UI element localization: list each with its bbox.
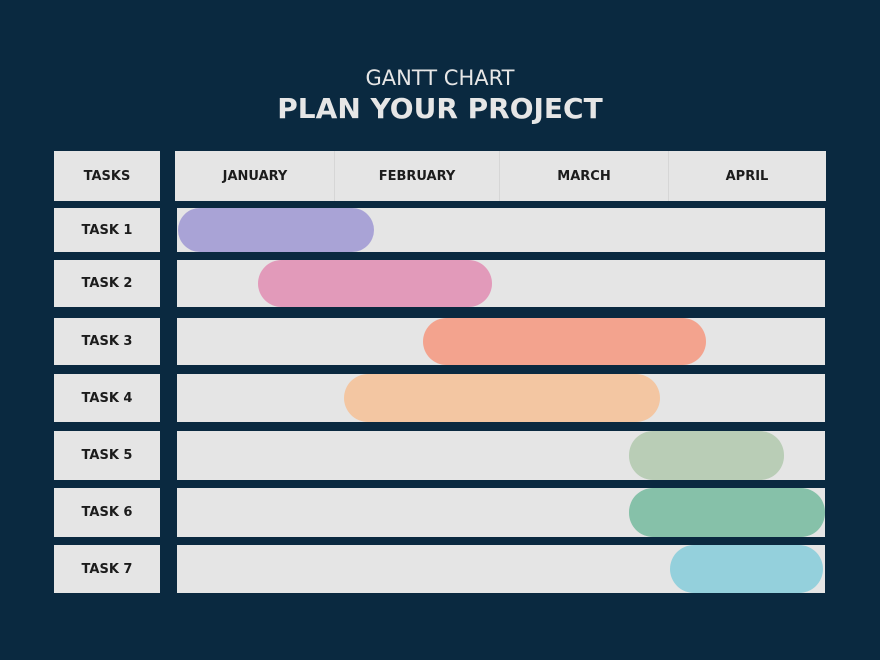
tasks-header: TASKS: [54, 151, 160, 201]
chart-title: PLAN YOUR PROJECT: [277, 92, 603, 125]
task-bar: [343, 374, 660, 422]
task-bar: [629, 431, 785, 480]
task-label: TASK 6: [54, 488, 160, 537]
task-label: TASK 7: [54, 545, 160, 593]
task-label: TASK 3: [54, 318, 160, 365]
month-label: FEBRUARY: [334, 151, 499, 201]
task-bar: [423, 318, 706, 365]
month-label: JANUARY: [222, 168, 288, 184]
task-bar: [629, 488, 825, 537]
task-label: TASK 1: [54, 208, 160, 252]
month-label: MARCH: [499, 151, 668, 201]
month-label: APRIL: [668, 151, 825, 201]
month-header: JANUARY FEBRUARY MARCH APRIL: [175, 151, 826, 201]
task-label: TASK 5: [54, 431, 160, 480]
task-label: TASK 4: [54, 374, 160, 422]
task-bar: [177, 208, 374, 252]
task-bar: [258, 260, 493, 307]
task-bar: [669, 545, 824, 593]
chart-subtitle: GANTT CHART: [365, 66, 515, 90]
task-label: TASK 2: [54, 260, 160, 307]
